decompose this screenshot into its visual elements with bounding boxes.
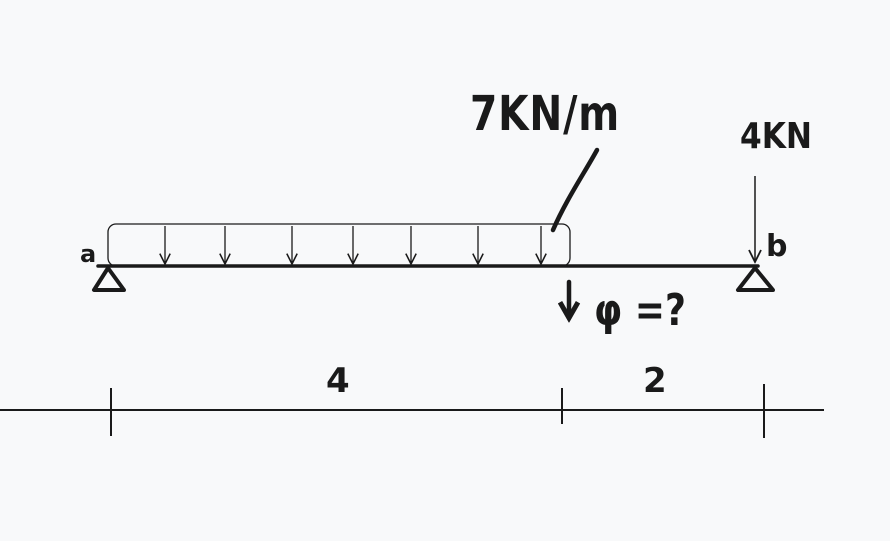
dimension-label-left: 4: [326, 361, 350, 401]
support-b-triangle: [736, 266, 775, 292]
distributed-load-arrows: [165, 226, 541, 264]
distributed-load-box: [107, 223, 571, 267]
unknown-deflection-label: φ =?: [594, 285, 686, 336]
support-a-label: a: [80, 240, 96, 268]
support-a-triangle: [92, 266, 126, 292]
support-b-label: b: [766, 229, 787, 264]
distributed-load-label: 7KN/m: [470, 86, 620, 142]
distributed-load-leader-line: [550, 147, 600, 233]
dimension-label-right: 2: [643, 361, 667, 401]
point-load-label: 4KN: [740, 116, 812, 157]
